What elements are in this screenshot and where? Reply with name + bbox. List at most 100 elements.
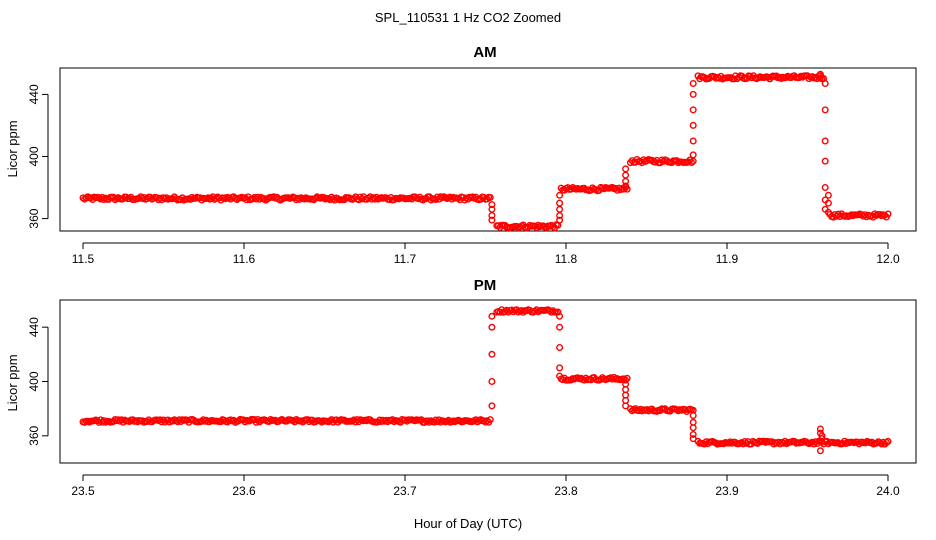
data-point (689, 157, 697, 165)
data-point (689, 106, 697, 114)
data-point (365, 194, 373, 202)
panel-pm-x-tick-label: 23.5 (71, 484, 95, 498)
data-point (816, 425, 824, 433)
data-point (816, 447, 824, 455)
panel-am-x-tick-label: 11.9 (716, 252, 739, 266)
data-point (146, 193, 154, 201)
data-point (622, 402, 630, 410)
data-point (884, 210, 892, 218)
data-point (437, 418, 445, 426)
panel-am-y-tick-label: 440 (27, 84, 41, 104)
data-point (488, 402, 496, 410)
panel-am-plot-area (59, 67, 917, 232)
data-point (296, 195, 304, 203)
panel-pm-title: PM (474, 277, 497, 294)
panel-pm-x-tick-label: 24.0 (876, 484, 900, 498)
data-point (881, 211, 889, 219)
data-point (821, 79, 829, 87)
data-point (821, 137, 829, 145)
data-point (738, 439, 746, 447)
data-point (689, 151, 697, 159)
data-point (622, 376, 630, 384)
panel-am-title: AM (473, 44, 496, 61)
data-point (556, 205, 564, 213)
panel-pm-x-tick-label: 23.6 (232, 484, 256, 498)
data-point (419, 196, 427, 204)
figure-xlabel: Hour of Day (UTC) (414, 516, 522, 531)
data-point (486, 193, 494, 201)
data-point (556, 372, 564, 380)
data-point (824, 199, 832, 207)
data-point (486, 416, 494, 424)
data-point (884, 437, 892, 445)
data-point (433, 418, 441, 426)
data-point (689, 121, 697, 129)
data-point (371, 195, 379, 203)
panel-am: AM Licor ppm 11.5 11.6 11.7 11.8 11.9 12.0 360… (5, 44, 917, 266)
data-point (488, 201, 496, 209)
data-point (622, 165, 630, 173)
panel-am-x-tick-label: 11.5 (72, 252, 95, 266)
data-point (556, 199, 564, 207)
data-point (689, 137, 697, 145)
panel-pm-plot-area (59, 299, 917, 464)
panel-pm-y-tick-label: 360 (27, 426, 41, 446)
panel-pm-x-tick-label: 23.9 (715, 484, 739, 498)
data-point (488, 378, 496, 386)
panel-am-points (79, 70, 892, 232)
data-point (689, 431, 697, 439)
data-point (821, 157, 829, 165)
panel-am-x-tick-label: 12.0 (876, 252, 900, 266)
data-point (556, 364, 564, 372)
data-point (87, 194, 95, 202)
data-point (424, 417, 432, 425)
panel-pm-y-tick-label: 440 (27, 317, 41, 337)
data-point (390, 196, 398, 204)
panel-pm: PM Licor ppm 23.5 23.6 23.7 23.8 23.9 24.0 360… (5, 277, 917, 498)
data-point (556, 191, 564, 199)
data-point (425, 418, 433, 426)
data-point (488, 350, 496, 358)
data-point (862, 439, 870, 447)
data-point (138, 417, 146, 425)
panel-am-y-tick-label: 360 (27, 208, 41, 228)
data-point (824, 208, 832, 216)
data-point (156, 194, 164, 202)
data-point (556, 323, 564, 331)
data-point (689, 90, 697, 98)
data-point (622, 171, 630, 179)
panel-pm-x-tick-label: 23.8 (554, 484, 578, 498)
data-point (622, 182, 630, 190)
data-point (202, 416, 210, 424)
data-point (689, 435, 697, 443)
data-point (454, 194, 462, 202)
data-point (207, 194, 215, 202)
data-point (720, 440, 728, 448)
panel-am-x-tick-label: 11.7 (394, 252, 417, 266)
data-point (488, 211, 496, 219)
data-point (812, 438, 820, 446)
data-point (554, 308, 562, 316)
data-point (818, 435, 826, 443)
data-point (312, 194, 320, 202)
panel-am-x-tick-label: 11.6 (233, 252, 256, 266)
data-point (556, 216, 564, 224)
data-point (689, 79, 697, 87)
data-point (373, 193, 381, 201)
data-point (427, 196, 435, 204)
data-point (483, 417, 491, 425)
data-point (824, 191, 832, 199)
panel-pm-x-tick-label: 23.7 (393, 484, 417, 498)
data-point (689, 412, 697, 420)
data-point (175, 416, 183, 424)
data-point (488, 312, 496, 320)
data-point (853, 438, 861, 446)
data-point (556, 344, 564, 352)
panel-pm-y-tick-label: 400 (27, 371, 41, 391)
data-point (488, 216, 496, 224)
panel-pm-ylabel: Licor ppm (5, 354, 20, 411)
data-point (816, 70, 824, 78)
data-point (169, 417, 177, 425)
data-point (821, 183, 829, 191)
